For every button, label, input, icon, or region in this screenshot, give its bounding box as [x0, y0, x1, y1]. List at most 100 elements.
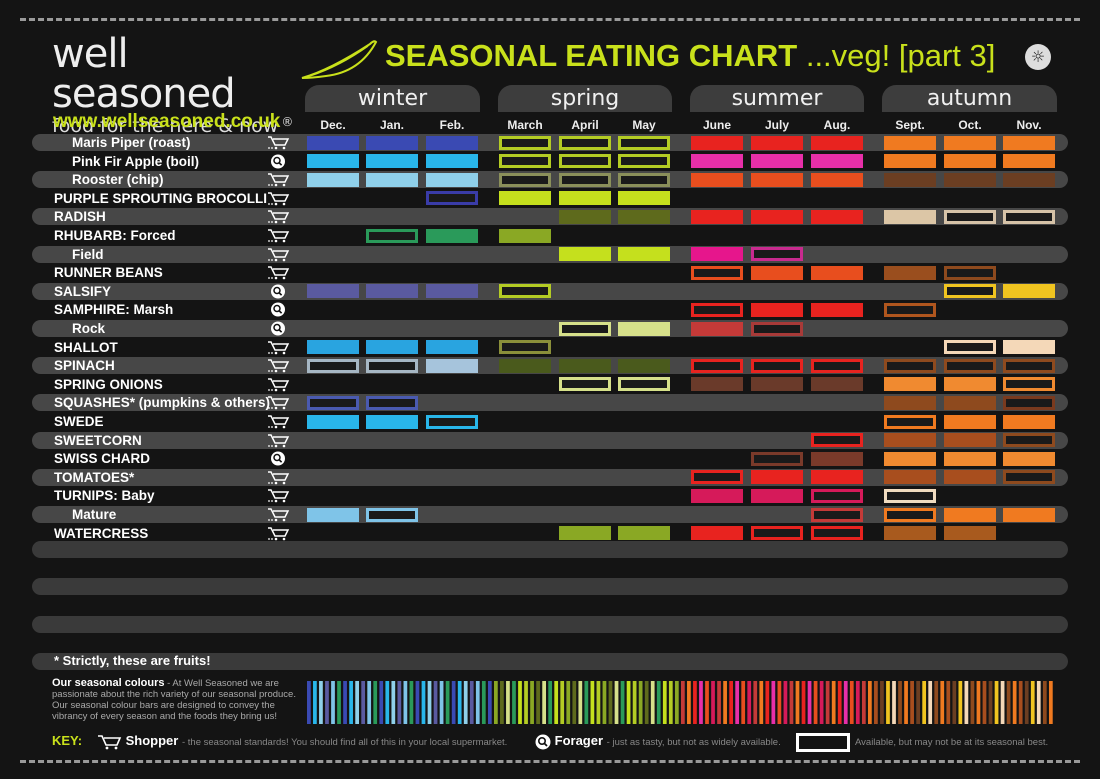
colours-info: Our seasonal colours - At Well Seasoned … [52, 677, 302, 723]
season-cell [884, 451, 936, 466]
cart-icon [266, 394, 290, 411]
season-cell [307, 154, 359, 169]
key-forager-label: Forager [554, 733, 604, 748]
colour-bar [699, 681, 703, 724]
season-cell [618, 191, 670, 206]
season-cell [884, 488, 936, 503]
season-cell [751, 154, 803, 169]
colour-bar [578, 681, 583, 724]
colour-bar [849, 681, 854, 724]
row-label: WATERCRESS [54, 525, 149, 541]
colour-bar [994, 681, 999, 724]
row-label: SWEETCORN [54, 432, 142, 448]
season-cell [1003, 358, 1055, 373]
colour-bar [801, 681, 806, 724]
colour-bar [379, 681, 384, 724]
season-cell [691, 265, 743, 280]
colour-bar [843, 681, 848, 724]
colour-bar [638, 681, 643, 724]
season-cell [559, 154, 611, 169]
season-cell [426, 191, 478, 206]
key-forager-desc: - just as tasty, but not as widely avail… [606, 737, 781, 748]
colour-bar [711, 681, 715, 724]
colour-bar [626, 681, 631, 724]
season-cell [559, 209, 611, 224]
season-cell [751, 321, 803, 336]
season-cell [559, 358, 611, 373]
website-link[interactable]: www.wellseasoned.co.uk [53, 111, 281, 132]
season-cell [499, 284, 551, 299]
season-cell [944, 451, 996, 466]
season-cell [691, 358, 743, 373]
season-cell [1003, 395, 1055, 410]
colour-bar [433, 681, 438, 724]
season-summer: summer [690, 85, 864, 112]
colours-heading: Our seasonal colours [52, 677, 165, 689]
season-cell [618, 526, 670, 541]
colour-bar [656, 681, 661, 724]
cart-icon [266, 264, 290, 281]
cart-icon [266, 413, 290, 430]
cart-icon [266, 171, 290, 188]
season-cell [307, 395, 359, 410]
colour-bar [982, 681, 987, 724]
season-cell [884, 414, 936, 429]
season-cell [366, 154, 418, 169]
colour-bar [831, 681, 836, 724]
colour-bar [892, 681, 896, 724]
colour-bar [620, 681, 625, 724]
month-label: Aug. [823, 118, 851, 132]
season-cell [366, 358, 418, 373]
season-cell [944, 433, 996, 448]
season-cell [618, 377, 670, 392]
season-cell [1003, 414, 1055, 429]
colour-bar [602, 681, 607, 724]
cart-icon [266, 357, 290, 374]
month-label: Jan. [379, 118, 404, 132]
season-cell [426, 340, 478, 355]
brand-logo: well seasoned food for the here & now ® [52, 34, 302, 137]
row-band [32, 431, 1068, 449]
season-cell [944, 395, 996, 410]
seal-icon: ☼ [1025, 44, 1051, 70]
season-cell [618, 358, 670, 373]
season-cell [426, 358, 478, 373]
row-band [32, 208, 1068, 226]
colours-text: - At Well Seasoned we are passionate abo… [52, 678, 296, 722]
colour-bar [548, 681, 553, 724]
colour-bar [494, 681, 498, 724]
season-cell [366, 507, 418, 522]
month-label: April [571, 118, 599, 132]
cart-icon [266, 134, 290, 151]
colour-bar [886, 681, 890, 724]
colour-bar [397, 681, 402, 724]
season-cell [751, 526, 803, 541]
colour-bar [385, 681, 390, 724]
season-cell [944, 135, 996, 150]
colour-bar [409, 681, 414, 724]
season-cell [691, 154, 743, 169]
season-cell [618, 321, 670, 336]
season-cell [751, 247, 803, 262]
cart-icon [266, 376, 290, 393]
key-outline-box [796, 733, 850, 752]
season-cell [499, 154, 551, 169]
key-shopper: Shopper - the seasonal standards! You sh… [96, 733, 507, 750]
colour-bar [1030, 681, 1035, 724]
season-cell [1003, 470, 1055, 485]
season-cell [811, 451, 863, 466]
colour-bar [789, 681, 794, 724]
row-label: Rock [72, 321, 106, 336]
colour-bar [922, 681, 927, 724]
month-label: Dec. [320, 118, 346, 132]
colour-bar [566, 681, 571, 724]
colour-bar [530, 681, 534, 724]
colour-bar [481, 681, 486, 724]
season-cell [1003, 154, 1055, 169]
colour-bar [1000, 681, 1005, 724]
season-cell [307, 414, 359, 429]
cart-icon [266, 525, 290, 542]
season-cell [499, 135, 551, 150]
colour-bar [693, 681, 697, 724]
colour-bar [1012, 681, 1017, 724]
